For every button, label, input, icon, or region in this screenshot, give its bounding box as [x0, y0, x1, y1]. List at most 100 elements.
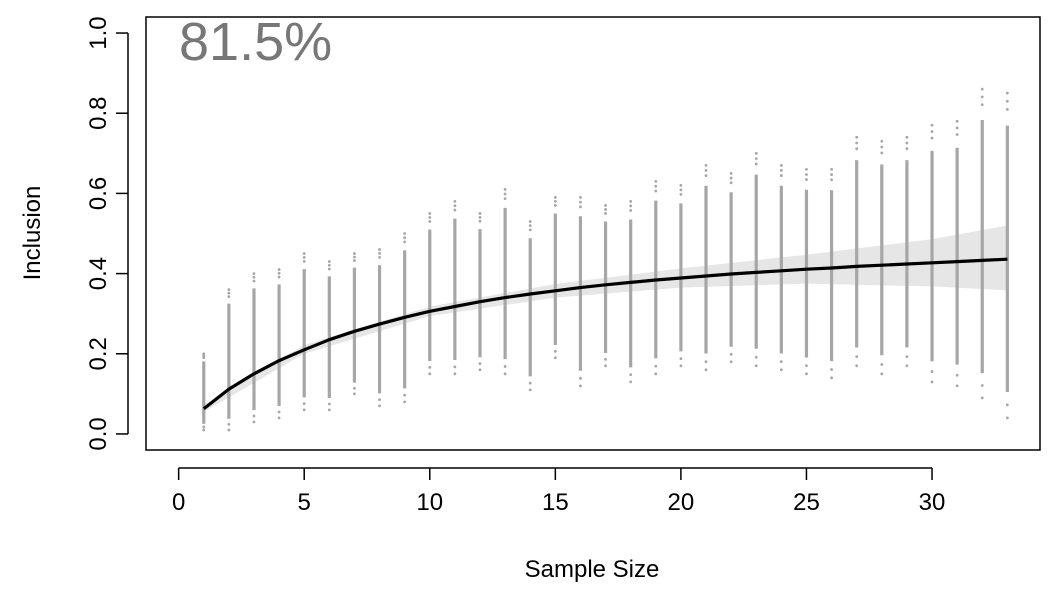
data-point — [980, 384, 984, 387]
data-point — [604, 208, 607, 211]
data-point — [227, 295, 231, 299]
data-point — [252, 420, 256, 424]
data-point — [403, 236, 407, 240]
data-point — [604, 204, 607, 207]
data-point — [704, 360, 708, 364]
data-point — [403, 400, 407, 404]
data-point — [955, 126, 959, 130]
data-point — [905, 135, 909, 139]
data-point — [428, 212, 432, 215]
data-point — [754, 162, 758, 166]
data-point — [252, 272, 256, 275]
point-column — [578, 196, 583, 388]
data-point — [202, 425, 206, 429]
data-point — [1005, 403, 1009, 407]
data-point — [553, 200, 557, 203]
data-point — [453, 204, 457, 208]
point-column — [779, 163, 783, 372]
data-point — [604, 364, 607, 368]
data-point — [830, 167, 833, 171]
point-column — [327, 260, 331, 412]
data-point — [252, 279, 256, 283]
x-tick-label: 25 — [793, 489, 820, 516]
data-point — [327, 263, 331, 267]
y-tick-label: 1.0 — [85, 16, 112, 49]
point-column — [227, 288, 231, 432]
data-point — [277, 275, 281, 279]
data-point — [754, 355, 758, 359]
data-point — [378, 252, 381, 255]
point-column — [880, 139, 884, 376]
data-point — [805, 173, 808, 176]
data-point — [327, 260, 331, 263]
data-point — [654, 184, 658, 188]
data-point — [1005, 91, 1009, 95]
data-point — [428, 366, 432, 369]
data-point — [629, 373, 633, 377]
point-column — [352, 252, 357, 396]
data-point — [327, 408, 331, 412]
point-column — [905, 135, 909, 368]
fitted-curve-layer — [202, 257, 1008, 410]
data-point — [403, 393, 407, 397]
data-point — [202, 428, 206, 432]
data-point — [302, 259, 306, 263]
data-point — [980, 87, 984, 91]
data-point — [980, 396, 984, 400]
data-point — [403, 232, 407, 235]
data-point — [378, 404, 381, 408]
plot-background — [146, 17, 1040, 450]
data-point — [930, 370, 934, 373]
data-point — [955, 384, 959, 388]
data-point — [855, 135, 859, 139]
y-tick-label: 0.8 — [85, 97, 112, 130]
data-point — [980, 103, 984, 107]
point-column — [855, 135, 859, 368]
point-column — [829, 167, 834, 380]
x-tick-label: 20 — [668, 489, 695, 516]
data-point — [453, 200, 457, 203]
data-point — [805, 364, 808, 368]
data-point — [629, 200, 633, 203]
x-tick-label: 15 — [542, 489, 569, 516]
data-point — [553, 204, 557, 207]
data-point — [930, 136, 934, 140]
data-point — [277, 416, 281, 420]
data-point — [704, 174, 708, 177]
data-point — [579, 384, 582, 388]
data-point — [428, 372, 432, 376]
point-column — [252, 272, 256, 424]
x-tick-label: 5 — [298, 489, 311, 516]
x-axis: 0 5 10 15 20 25 30 — [172, 467, 945, 516]
point-column — [503, 187, 507, 376]
scatter-points — [202, 87, 1009, 432]
data-point — [403, 240, 407, 244]
point-column — [277, 268, 281, 420]
data-point — [679, 188, 683, 192]
point-column — [302, 252, 306, 412]
data-point — [378, 248, 381, 251]
data-point — [277, 410, 281, 414]
data-point — [353, 392, 356, 396]
point-column — [980, 87, 984, 400]
y-tick-label: 0.0 — [85, 417, 112, 450]
data-point — [654, 372, 658, 376]
data-point — [805, 167, 808, 171]
data-point — [729, 171, 733, 175]
data-point — [679, 193, 683, 196]
data-point — [1005, 108, 1009, 111]
data-point — [528, 224, 532, 228]
data-point — [553, 349, 557, 353]
data-point — [629, 209, 633, 212]
data-point — [1005, 99, 1009, 103]
data-point — [704, 163, 708, 167]
point-column — [1005, 91, 1009, 420]
y-tick-label: 0.6 — [85, 177, 112, 210]
data-point — [227, 428, 231, 432]
data-point — [302, 256, 306, 259]
data-point — [955, 133, 959, 136]
data-point — [252, 414, 256, 418]
data-point — [202, 354, 206, 358]
plot-frame — [145, 16, 1041, 451]
point-column — [930, 123, 934, 384]
